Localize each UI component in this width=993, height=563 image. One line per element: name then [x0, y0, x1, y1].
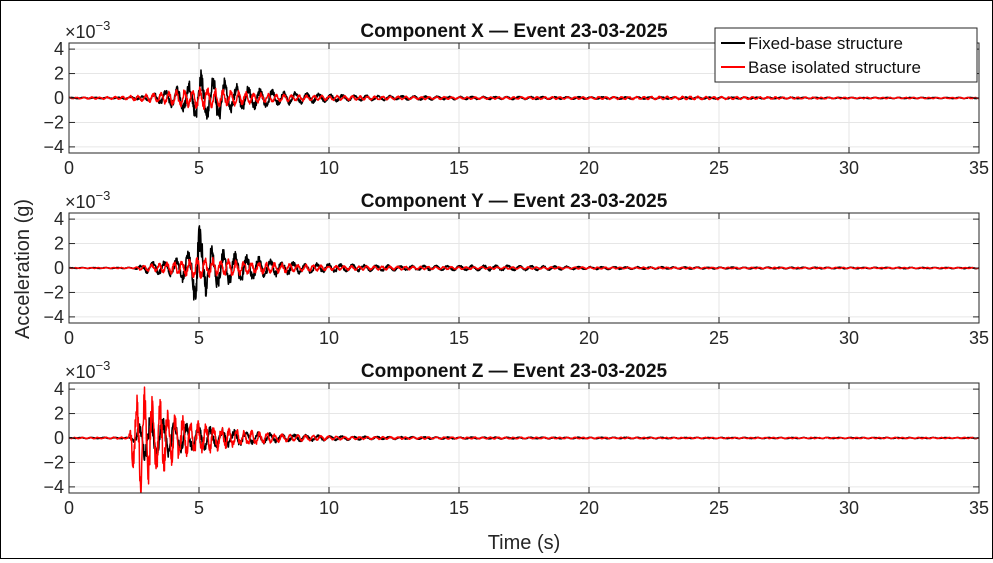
- x-tick-label: 0: [64, 498, 74, 518]
- series-line-base-isolated: [69, 386, 979, 493]
- x-tick-label: 25: [709, 158, 729, 178]
- y-tick-label: −2: [43, 452, 64, 472]
- x-tick-label: 15: [449, 498, 469, 518]
- x-tick-label: 10: [319, 328, 339, 348]
- x-tick-label: 30: [839, 498, 859, 518]
- y-tick-label: 0: [54, 88, 64, 108]
- y-axis-label: Acceleration (g): [12, 199, 34, 339]
- y-tick-label: 4: [54, 209, 64, 229]
- y-tick-label: 0: [54, 258, 64, 278]
- y-tick-label: 4: [54, 39, 64, 59]
- x-tick-label: 20: [579, 158, 599, 178]
- x-tick-label: 35: [969, 498, 989, 518]
- y-tick-label: −4: [43, 307, 64, 327]
- y-tick-label: −2: [43, 282, 64, 302]
- x-tick-label: 25: [709, 498, 729, 518]
- y-tick-label: 2: [54, 404, 64, 424]
- x-tick-label: 35: [969, 328, 989, 348]
- y-tick-label: −4: [43, 477, 64, 497]
- x-axis-label: Time (s): [488, 532, 561, 554]
- y-tick-label: 2: [54, 64, 64, 84]
- panel-title: Component Y — Event 23-03-2025: [361, 191, 668, 212]
- y-tick-label: −2: [43, 112, 64, 132]
- x-tick-label: 15: [449, 158, 469, 178]
- legend: Fixed-base structure Base isolated struct…: [714, 27, 978, 83]
- y-tick-label: −4: [43, 137, 64, 157]
- x-tick-label: 30: [839, 328, 859, 348]
- panel-2: 0 5 10 15 20 25 30 35 −4 −2 0 2 4×10−3 Component Y — …: [43, 188, 989, 348]
- x-tick-label: 15: [449, 328, 469, 348]
- x-tick-label: 35: [969, 158, 989, 178]
- y-tick-label: 0: [54, 428, 64, 448]
- panel-title: Component Z — Event 23-03-2025: [361, 361, 668, 382]
- legend-box: [714, 27, 978, 83]
- series-line-base-isolated: [69, 86, 979, 110]
- x-tick-label: 0: [64, 158, 74, 178]
- y-tick-label: 4: [54, 379, 64, 399]
- series-group: [69, 386, 979, 493]
- panel-3: 0 5 10 15 20 25 30 35 −4 −2 0 2 4×10−3 Component Z — …: [43, 358, 989, 518]
- y-tick-label: 2: [54, 234, 64, 254]
- x-tick-label: 0: [64, 328, 74, 348]
- panel-title: Component X — Event 23-03-2025: [360, 21, 668, 42]
- legend-label: Fixed-base structure: [748, 34, 903, 53]
- y-exponent-label: ×10−3: [65, 188, 110, 212]
- x-tick-label: 5: [194, 328, 204, 348]
- series-group: [69, 69, 979, 120]
- series-group: [69, 225, 979, 301]
- x-tick-label: 25: [709, 328, 729, 348]
- x-tick-label: 5: [194, 158, 204, 178]
- y-exponent-label: ×10−3: [65, 358, 110, 382]
- x-tick-label: 10: [319, 158, 339, 178]
- series-line-base-isolated: [69, 256, 979, 279]
- x-tick-label: 10: [319, 498, 339, 518]
- x-tick-label: 20: [579, 328, 599, 348]
- y-exponent-label: ×10−3: [65, 18, 110, 42]
- x-tick-label: 30: [839, 158, 859, 178]
- legend-label: Base isolated structure: [748, 58, 921, 77]
- x-tick-label: 20: [579, 498, 599, 518]
- x-tick-label: 5: [194, 498, 204, 518]
